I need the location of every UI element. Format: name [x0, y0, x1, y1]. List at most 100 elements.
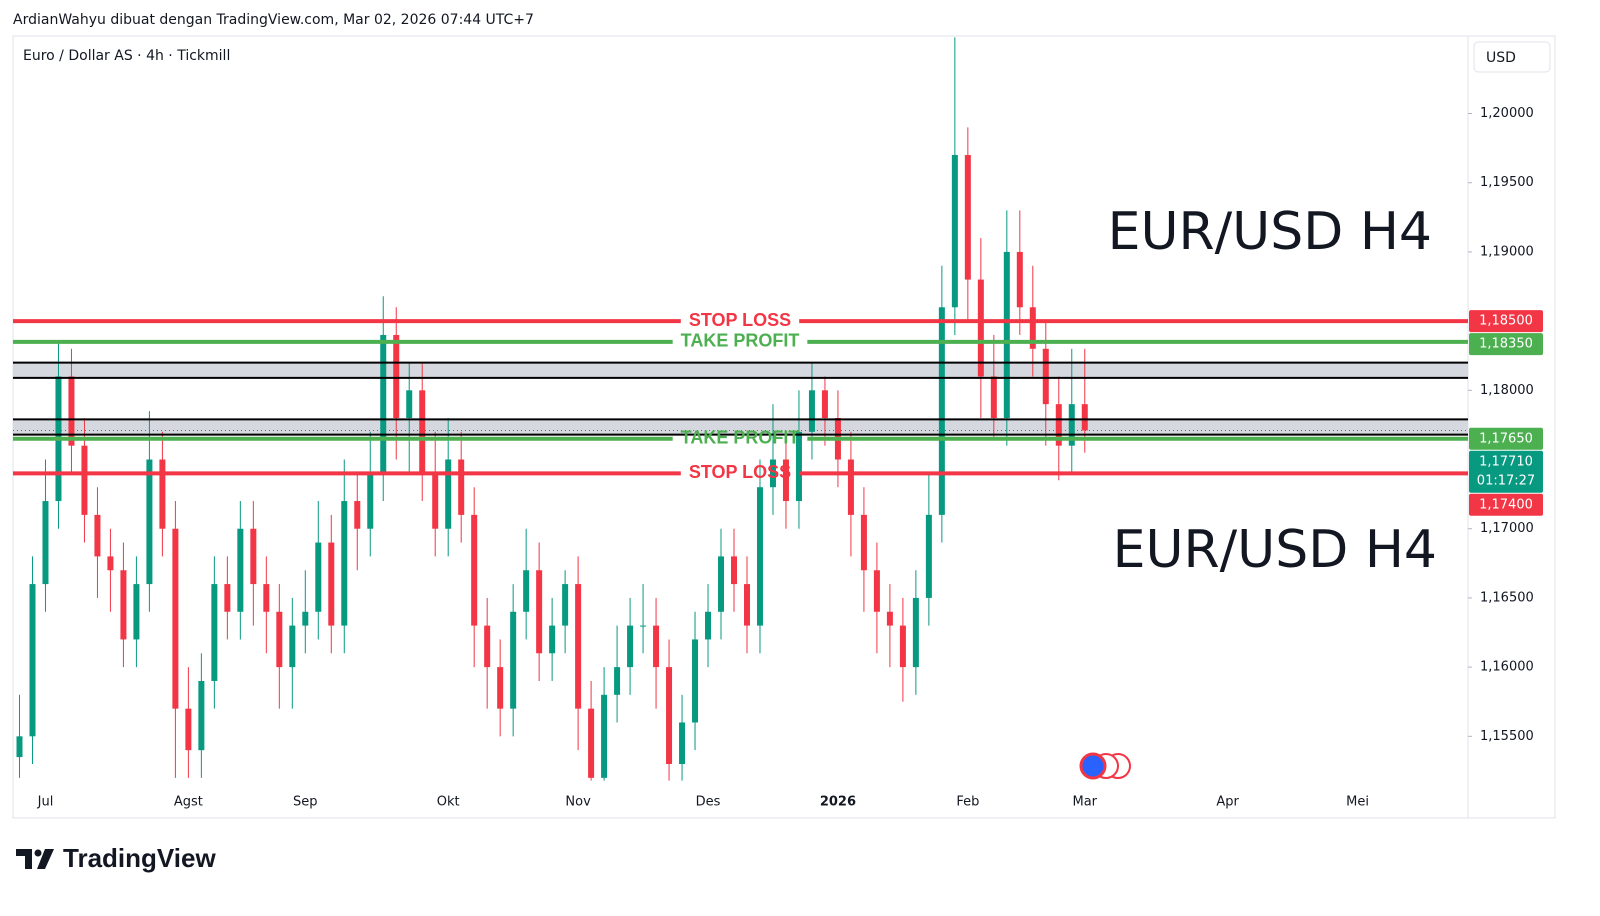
candle-body: [185, 708, 192, 751]
candle-body: [1081, 404, 1088, 431]
candle-body: [1055, 404, 1062, 446]
candle-body: [847, 459, 854, 515]
candle-body: [679, 722, 686, 765]
candle-body: [81, 445, 88, 515]
candle-body: [237, 528, 244, 612]
x-tick-label: Feb: [956, 795, 979, 810]
x-tick-label: Sep: [293, 795, 318, 810]
level-label: STOP LOSS: [689, 462, 791, 482]
logo: [16, 849, 54, 869]
candle-body: [458, 459, 465, 515]
candle-body: [821, 390, 828, 418]
credit: ArdianWahyu dibuat dengan TradingView.co…: [13, 12, 534, 28]
candle-body: [484, 625, 491, 668]
price-tag: [1469, 333, 1543, 356]
logo-mark: [37, 849, 54, 869]
candle-body: [198, 680, 205, 751]
candle-body: [1068, 404, 1075, 446]
candle-body: [666, 667, 673, 765]
candle-body: [16, 736, 23, 758]
candle-body: [1016, 251, 1023, 308]
candle-body: [575, 584, 582, 709]
candle-body: [393, 334, 400, 418]
price-tag-label: 1,18350: [1479, 337, 1533, 352]
candle-body: [718, 556, 725, 612]
candle-body: [977, 279, 984, 377]
x-tick-label: Agst: [174, 795, 203, 810]
logo-mark: [34, 849, 42, 857]
y-tick-label: 1,16000: [1480, 660, 1534, 675]
candle-body: [224, 584, 231, 612]
candle-body: [120, 570, 127, 640]
symbol-title: Euro / Dollar AS · 4h · Tickmill: [23, 48, 230, 64]
logo-mark: [16, 849, 32, 869]
candle-body: [627, 625, 634, 668]
plot: [13, 37, 1468, 781]
price-tag-label: 1,17400: [1479, 497, 1533, 512]
currency-box[interactable]: [1473, 41, 1551, 73]
zone: [13, 362, 1468, 378]
candle-body: [1003, 251, 1010, 418]
candle-body: [873, 570, 880, 612]
candle-body: [653, 625, 660, 668]
price-tag-label: 01:17:27: [1477, 473, 1535, 488]
x-tick-label: Jul: [37, 795, 54, 810]
candle-body: [705, 611, 712, 640]
candle-body: [42, 501, 49, 585]
annotation: EUR/USD H4: [1108, 202, 1432, 262]
x-tick-label: Des: [696, 795, 721, 810]
currency[interactable]: USD: [1486, 50, 1516, 66]
level-label: STOP LOSS: [689, 310, 791, 330]
event-flag[interactable]: [1079, 752, 1107, 780]
candle-body: [1042, 348, 1049, 405]
candle-body: [341, 501, 348, 626]
candle-body: [588, 708, 595, 778]
candle-body: [1029, 307, 1036, 349]
candle-body: [795, 431, 802, 502]
candle-body: [990, 376, 997, 418]
candle-body: [406, 390, 413, 418]
price-tag: [1469, 310, 1543, 333]
candle-body: [692, 639, 699, 723]
y-tick-label: 1,20000: [1480, 106, 1534, 121]
x-tick-label: Apr: [1216, 795, 1239, 810]
candle-body: [445, 459, 452, 529]
candle-body: [432, 473, 439, 529]
price-tag: [1469, 427, 1543, 450]
candle-body: [94, 514, 101, 557]
candle-body: [860, 514, 867, 571]
candle-body: [211, 584, 218, 681]
events-icon[interactable]: [1079, 752, 1131, 780]
x-tick-label: Mar: [1072, 795, 1097, 810]
candle-body: [302, 611, 309, 626]
candle-body: [419, 390, 426, 474]
candle-body: [601, 694, 608, 778]
candle-body: [769, 459, 776, 488]
candle-body: [471, 514, 478, 626]
candle-body: [808, 390, 815, 432]
candle-body: [782, 459, 789, 502]
price-tag: [1469, 450, 1543, 493]
candle-body: [925, 514, 932, 598]
price-tag-label: 1,17710: [1479, 454, 1533, 469]
candle-body: [731, 556, 738, 585]
candle-body: [328, 542, 335, 626]
candle-body: [614, 667, 621, 695]
x-tick-label: 2026: [820, 795, 856, 810]
candle-body: [964, 155, 971, 280]
candle-body: [523, 570, 530, 612]
candle-body: [146, 459, 153, 585]
candle-body: [133, 584, 140, 640]
candle-body: [951, 155, 958, 308]
y-tick-label: 1,18000: [1480, 383, 1534, 398]
price-tag: [1469, 493, 1543, 516]
candle-body: [562, 584, 569, 626]
candle-body: [886, 611, 893, 626]
candle-body: [756, 487, 763, 626]
brand: TradingView: [63, 843, 216, 873]
level-label: TAKE PROFIT: [681, 428, 800, 448]
candle-body: [549, 625, 556, 654]
candle-body: [250, 528, 257, 585]
candle-body: [107, 556, 114, 571]
